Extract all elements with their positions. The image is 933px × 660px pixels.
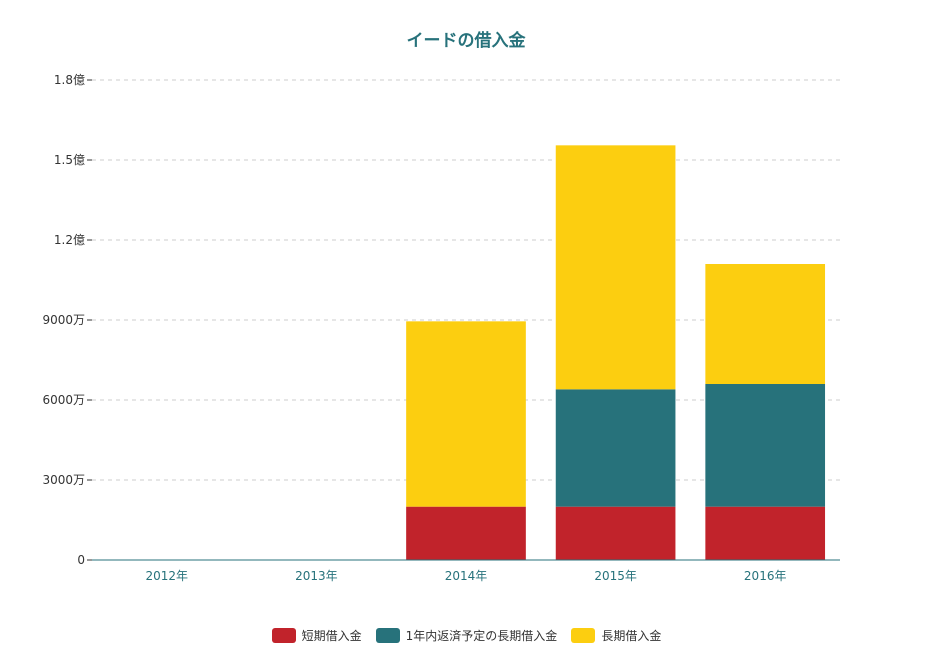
legend-item[interactable]: 短期借入金: [271, 627, 362, 644]
y-tick-label: 3000万: [42, 473, 85, 487]
legend: 短期借入金 1年内返済予定の長期借入金 長期借入金: [0, 627, 933, 644]
y-tick-label: 1.2億: [54, 233, 85, 247]
axes: 0 3000万 6000万 9000万 1.2億 1.5億 1.8億 2012年 2013年 20…: [42, 73, 840, 583]
bar-segment: [406, 321, 526, 507]
y-tick-label: 6000万: [42, 393, 85, 407]
x-tick-label: 2015年: [594, 569, 637, 583]
legend-item[interactable]: 1年内返済予定の長期借入金: [375, 627, 558, 644]
y-tick-label: 1.8億: [54, 73, 85, 87]
chart: イードの借入金 0 3000万 6000万 9000万 1.2億 1.5億 1.8億 2012…: [42, 30, 840, 583]
bar-segment: [705, 506, 826, 560]
bar-segment: [705, 384, 826, 507]
legend-label: 短期借入金: [301, 629, 362, 643]
bar-segment: [555, 506, 676, 560]
x-tick-label: 2014年: [445, 569, 488, 583]
legend-label: 長期借入金: [601, 629, 662, 643]
y-tick-label: 0: [77, 553, 85, 567]
chart-title: イードの借入金: [407, 30, 527, 51]
bar-segment: [705, 264, 826, 384]
bars: [406, 145, 826, 560]
legend-swatch: [571, 628, 596, 643]
legend-swatch: [271, 628, 296, 643]
legend-swatch: [375, 628, 400, 643]
bar-segment: [555, 145, 676, 390]
x-tick-label: 2012年: [146, 569, 189, 583]
bar-segment: [406, 506, 526, 560]
bar-segment: [555, 389, 676, 507]
legend-item[interactable]: 長期借入金: [571, 627, 661, 644]
x-tick-label: 2016年: [744, 569, 787, 583]
y-tick-label: 1.5億: [54, 153, 85, 167]
x-tick-label: 2013年: [295, 569, 338, 583]
legend-label: 1年内返済予定の長期借入金: [405, 629, 558, 643]
y-tick-label: 9000万: [42, 313, 85, 327]
